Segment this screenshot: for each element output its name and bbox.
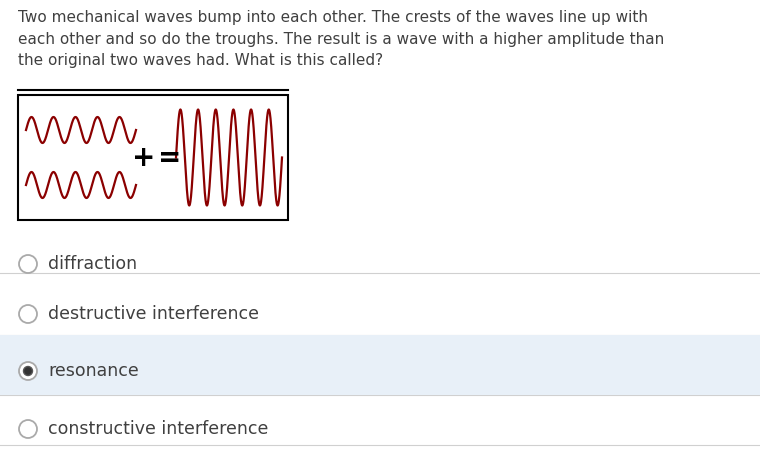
Circle shape [19,255,37,273]
Text: diffraction: diffraction [48,255,137,273]
Circle shape [24,367,33,376]
Bar [18,95,288,220]
Text: constructive interference: constructive interference [48,420,268,438]
Circle shape [19,305,37,323]
Text: resonance: resonance [48,362,139,380]
Text: destructive interference: destructive interference [48,305,259,323]
Circle shape [19,362,37,380]
Circle shape [19,420,37,438]
Text: =: = [158,143,182,172]
Text: +: + [132,143,156,172]
Bar [0,335,760,395]
Text: Two mechanical waves bump into each other. The crests of the waves line up with
: Two mechanical waves bump into each othe… [18,10,664,68]
